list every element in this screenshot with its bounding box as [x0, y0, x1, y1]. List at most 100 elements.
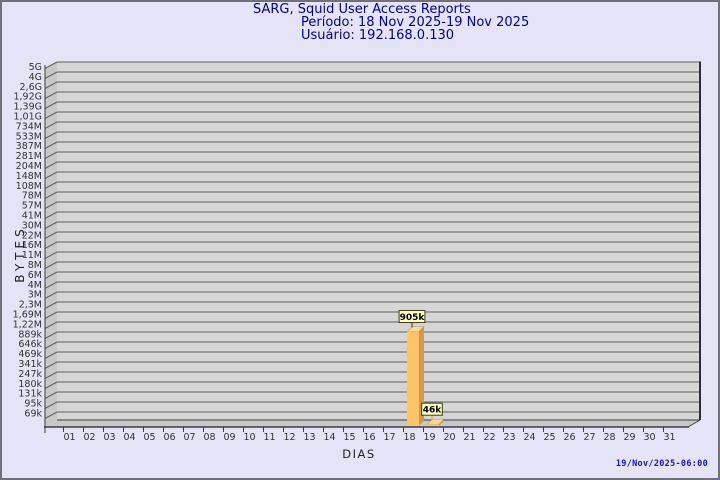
y-tick [44, 411, 58, 419]
y-tick [44, 251, 58, 259]
y-tick-label: 1,22M [13, 319, 42, 330]
x-tick-label: 02 [83, 432, 95, 443]
plot-area [57, 62, 700, 420]
bar-front-face [427, 424, 439, 426]
x-tick-label: 15 [343, 432, 355, 443]
y-tick-label: 30M [22, 220, 42, 231]
x-tick-label: 04 [123, 432, 135, 443]
y-tick-label: 108M [16, 181, 42, 192]
y-tick [44, 101, 58, 109]
left-wall-3d [45, 62, 57, 427]
bar-front-face [407, 331, 419, 426]
y-axis-title: BYTES [13, 225, 27, 282]
bar-side-face [419, 326, 424, 426]
x-tick-label: 06 [163, 432, 175, 443]
y-tick [44, 241, 58, 249]
y-tick-label: 16M [22, 240, 42, 251]
gridlines [44, 61, 700, 419]
y-tick [44, 61, 58, 69]
y-tick [44, 361, 58, 369]
y-tick-label: 387M [16, 141, 42, 152]
x-tick-label: 08 [203, 432, 215, 443]
y-tick [44, 331, 58, 339]
x-tick-label: 21 [463, 432, 475, 443]
y-tick [44, 131, 58, 139]
y-tick-label: 5G [29, 62, 42, 73]
x-tick-label: 22 [483, 432, 495, 443]
x-tick-label: 25 [543, 432, 555, 443]
x-axis-title: DIAS [342, 447, 375, 461]
y-tick [44, 301, 58, 309]
y-tick-label: 57M [22, 201, 42, 212]
y-tick-label: 469k [18, 349, 42, 360]
callout-value-label: 46k [423, 406, 443, 416]
y-tick [44, 71, 58, 79]
y-tick-label: 6M [28, 270, 42, 281]
y-tick-label: 11M [22, 250, 42, 261]
y-tick [44, 111, 58, 119]
y-tick [44, 191, 58, 199]
x-tick-label: 27 [583, 432, 595, 443]
y-tick [44, 151, 58, 159]
y-tick-label: 281M [16, 151, 42, 162]
y-tick-label: 734M [16, 121, 42, 132]
bar-day-19: 46k [421, 402, 445, 426]
y-tick [44, 391, 58, 399]
y-tick [44, 161, 58, 169]
y-tick [44, 181, 58, 189]
x-tick-label: 26 [563, 432, 575, 443]
bar-side-face [439, 419, 444, 426]
y-tick [44, 311, 58, 319]
y-axis-tick-labels: 5G4G2,6G1,92G1,39G1,01G734M533M387M281M2… [13, 62, 43, 420]
y-tick-label: 41M [22, 211, 42, 222]
y-tick-label: 247k [18, 369, 42, 380]
x-tick-label: 30 [643, 432, 655, 443]
y-tick [44, 401, 58, 409]
y-tick-label: 533M [16, 131, 42, 142]
y-tick [44, 271, 58, 279]
y-tick [44, 91, 58, 99]
floor-right-edge [687, 419, 701, 428]
x-tick-label: 01 [63, 432, 75, 443]
y-tick-label: 69k [24, 409, 42, 420]
y-tick-label: 1,92G [13, 92, 42, 103]
y-tick [44, 371, 58, 379]
y-tick-label: 341k [18, 359, 42, 370]
y-tick [44, 81, 58, 89]
y-tick-label: 22M [22, 230, 42, 241]
y-tick [44, 231, 58, 239]
y-tick-label: 131k [18, 389, 42, 400]
generated-timestamp: 19/Nov/2025-06:00 [615, 459, 708, 469]
x-tick-label: 03 [103, 432, 115, 443]
y-tick-label: 646k [18, 339, 42, 350]
y-tick [44, 121, 58, 129]
bar-day-18: 905k [398, 310, 426, 426]
chart-period: Período: 18 Nov 2025-19 Nov 2025 [301, 15, 530, 30]
y-tick [44, 381, 58, 389]
x-tick-label: 07 [183, 432, 195, 443]
x-tick-label: 14 [323, 432, 335, 443]
floor-3d [45, 420, 700, 427]
x-tick-label: 24 [523, 432, 535, 443]
x-tick-label: 18 [403, 432, 415, 443]
y-tick [44, 261, 58, 269]
x-tick-label: 28 [603, 432, 615, 443]
y-tick-label: 204M [16, 161, 42, 172]
x-tick-label: 31 [663, 432, 675, 443]
y-tick-label: 180k [18, 379, 42, 390]
y-tick [44, 341, 58, 349]
y-tick [44, 211, 58, 219]
y-tick-label: 889k [18, 329, 42, 340]
x-axis-tick-labels: 01 02 03 04 05 06 07 08 09 10 11 12 13 14 15 16 17 18 19 20… [63, 427, 676, 443]
x-tick-label: 23 [503, 432, 515, 443]
y-tick-label: 1,69M [13, 310, 42, 321]
callout-value-label: 905k [400, 313, 426, 323]
y-tick-label: 2,6G [20, 82, 42, 93]
y-tick [44, 351, 58, 359]
y-tick-label: 148M [16, 171, 42, 182]
y-tick [44, 321, 58, 329]
x-tick-label: 16 [363, 432, 375, 443]
x-tick-label: 05 [143, 432, 155, 443]
